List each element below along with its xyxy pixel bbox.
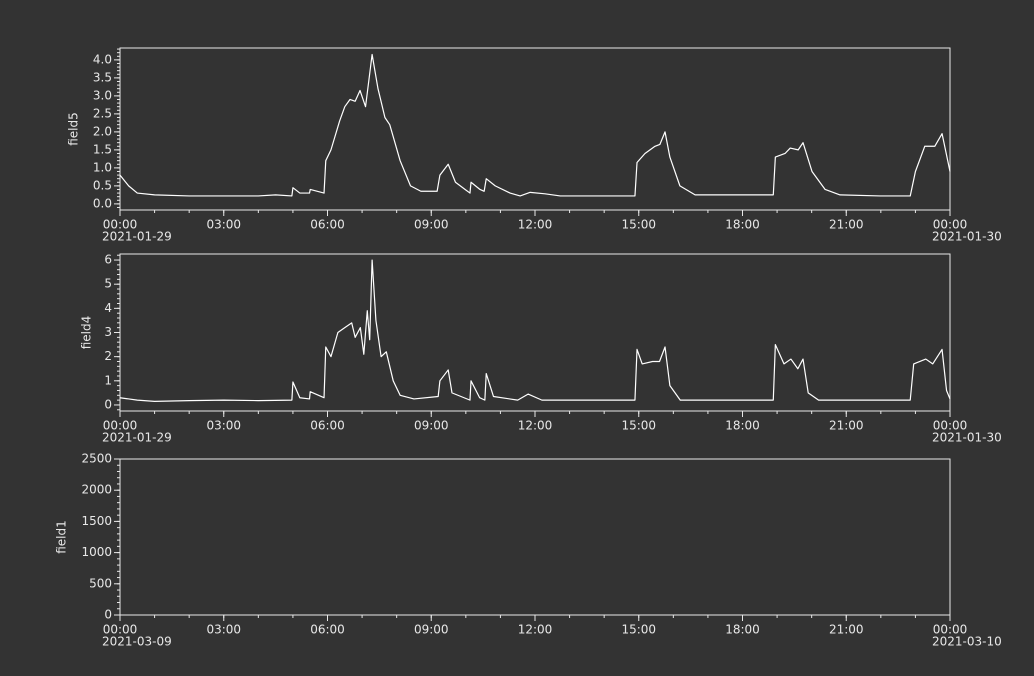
x-tick-label: 12:00	[518, 623, 553, 637]
x-tick-label: 15:00	[621, 623, 656, 637]
x-tick-label: 00:00	[933, 623, 968, 637]
y-tick-label: 1.5	[93, 142, 112, 156]
y-axis-label: field5	[67, 112, 81, 146]
y-tick-label: 4.0	[93, 52, 112, 66]
x-tick-label: 18:00	[725, 419, 760, 433]
y-axis-label: field1	[55, 520, 69, 554]
y-tick-label: 4	[104, 301, 112, 315]
x-tick-label: 00:00	[103, 218, 138, 232]
x-tick-label: 03:00	[206, 623, 241, 637]
x-tick-label: 21:00	[829, 623, 864, 637]
y-tick-label: 2.5	[93, 106, 112, 120]
x-date-label: 2021-01-29	[102, 230, 172, 244]
x-tick-label: 18:00	[725, 623, 760, 637]
plot-frame	[119, 253, 951, 412]
x-tick-label: 15:00	[621, 218, 656, 232]
y-tick-label: 3.0	[93, 88, 112, 102]
y-tick-label: 1.0	[93, 160, 112, 174]
y-tick-label: 1000	[81, 545, 112, 559]
y-tick-label: 0	[104, 397, 112, 411]
plot-frame	[119, 458, 951, 616]
y-tick-label: 0.5	[93, 178, 112, 192]
y-tick-label: 2500	[81, 452, 112, 466]
y-axis-label: field4	[80, 316, 94, 350]
y-tick-label: 0.0	[93, 196, 112, 210]
x-tick-label: 06:00	[310, 419, 345, 433]
x-tick-label: 09:00	[414, 623, 449, 637]
y-tick-label: 2.0	[93, 124, 112, 138]
plot-frame	[119, 47, 951, 211]
x-tick-label: 03:00	[206, 218, 241, 232]
x-date-label: 2021-01-30	[932, 230, 1002, 244]
x-tick-label: 06:00	[310, 218, 345, 232]
y-tick-label: 5	[104, 277, 112, 291]
x-tick-label: 18:00	[725, 218, 760, 232]
x-date-label: 2021-01-30	[932, 431, 1002, 445]
y-tick-label: 3.5	[93, 70, 112, 84]
x-tick-label: 06:00	[310, 623, 345, 637]
x-tick-label: 12:00	[518, 419, 553, 433]
x-tick-label: 03:00	[206, 419, 241, 433]
x-tick-label: 00:00	[103, 623, 138, 637]
y-tick-label: 3	[104, 325, 112, 339]
x-tick-label: 00:00	[933, 218, 968, 232]
y-tick-label: 500	[89, 576, 112, 590]
data-line	[119, 259, 951, 402]
y-tick-label: 2000	[81, 483, 112, 497]
x-tick-label: 09:00	[414, 218, 449, 232]
x-date-label: 2021-03-10	[932, 635, 1002, 649]
data-line	[119, 53, 951, 197]
x-tick-label: 15:00	[621, 419, 656, 433]
x-tick-label: 21:00	[829, 218, 864, 232]
y-tick-label: 1	[104, 373, 112, 387]
y-tick-label: 1500	[81, 514, 112, 528]
x-date-label: 2021-01-29	[102, 431, 172, 445]
x-tick-label: 09:00	[414, 419, 449, 433]
y-tick-label: 0	[104, 608, 112, 622]
x-date-label: 2021-03-09	[102, 635, 172, 649]
x-tick-label: 00:00	[933, 419, 968, 433]
y-tick-label: 2	[104, 349, 112, 363]
y-tick-label: 6	[104, 253, 112, 267]
x-tick-label: 21:00	[829, 419, 864, 433]
x-tick-label: 00:00	[103, 419, 138, 433]
x-tick-label: 12:00	[518, 218, 553, 232]
